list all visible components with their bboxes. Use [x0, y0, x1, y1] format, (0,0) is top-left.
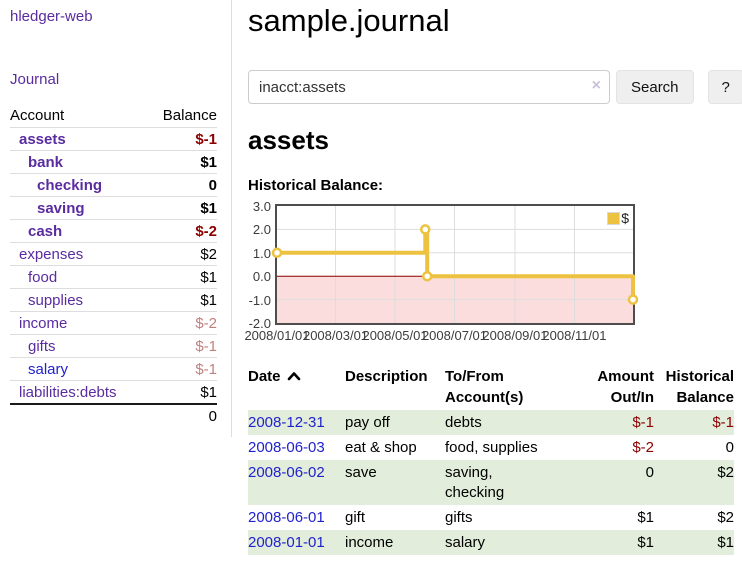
- account-balance: $1: [147, 380, 217, 404]
- account-row-saving: saving $1: [10, 196, 217, 220]
- account-link-cash[interactable]: cash: [28, 223, 63, 240]
- accounts-total-row: 0: [10, 403, 217, 427]
- account-row-checking: checking 0: [10, 173, 217, 197]
- transaction-date-link[interactable]: 2008-01-01: [248, 534, 325, 551]
- sort-ascending-icon: [287, 366, 301, 387]
- accounts-table: Account Balance assets $-1 bank $1 check…: [10, 104, 217, 427]
- transaction-balance: $2: [717, 464, 734, 481]
- transaction-balance: $1: [717, 534, 734, 551]
- historical-balance-chart: 3.0 2.0 1.0 0.0 -1.0 -2.0 $ 2008/01/01 2008/03…: [244, 199, 648, 344]
- register-header-account: To/From Account(s): [445, 368, 524, 406]
- transaction-accounts: saving, checking: [445, 464, 505, 501]
- help-button[interactable]: ?: [707, 70, 742, 104]
- search-form: × Search ?: [248, 70, 742, 104]
- account-balance: 0: [147, 173, 217, 197]
- app-brand-link[interactable]: hledger-web: [10, 8, 217, 25]
- transaction-accounts: debts: [445, 414, 482, 431]
- account-link-income[interactable]: income: [19, 315, 68, 332]
- account-row-income: income $-2: [10, 311, 217, 335]
- account-link-checking[interactable]: checking: [37, 177, 103, 194]
- register-row: 2008-01-01 income salary $1 $1: [248, 530, 734, 555]
- register-header-date[interactable]: Date: [248, 364, 345, 410]
- chart-y-axis-labels: 3.0 2.0 1.0 0.0 -1.0 -2.0: [248, 199, 271, 331]
- account-balance: $-1: [147, 357, 217, 381]
- account-row-assets: assets $-1: [10, 127, 217, 151]
- clear-search-icon[interactable]: ×: [591, 77, 601, 94]
- transaction-accounts: food, supplies: [445, 439, 538, 456]
- transaction-description: pay off: [345, 414, 390, 431]
- legend-label: $: [621, 210, 629, 226]
- brand-link-text[interactable]: hledger-web: [10, 8, 93, 25]
- transaction-amount: $1: [637, 534, 654, 551]
- journal-link-text[interactable]: Journal: [10, 71, 60, 88]
- transaction-balance: $2: [717, 509, 734, 526]
- page-title: sample.journal: [248, 3, 450, 38]
- account-balance: $-2: [147, 219, 217, 243]
- account-heading: assets: [248, 125, 329, 155]
- account-balance: $1: [147, 196, 217, 220]
- transaction-balance: 0: [725, 439, 734, 456]
- transaction-accounts: gifts: [445, 509, 473, 526]
- transaction-date-link[interactable]: 2008-06-01: [248, 509, 325, 526]
- hledger-web-app: hledger-web Journal Account Balance asse…: [0, 0, 742, 555]
- sidebar-item-journal[interactable]: Journal: [10, 71, 217, 88]
- account-row-salary: salary $-1: [10, 357, 217, 381]
- chart-plot[interactable]: $: [271, 204, 639, 325]
- transaction-description: income: [345, 534, 394, 551]
- transaction-date-link[interactable]: 2008-06-02: [248, 464, 325, 481]
- transaction-description: eat & shop: [345, 439, 417, 456]
- account-link-liabilities-debts[interactable]: liabilities:debts: [19, 384, 117, 401]
- register-row: 2008-12-31 pay off debts $-1 $-1: [248, 410, 734, 435]
- chart-title: Historical Balance:: [248, 177, 384, 194]
- transaction-date-link[interactable]: 2008-12-31: [248, 414, 325, 431]
- main-content: sample.journal × Search ? assets Histori…: [232, 0, 742, 555]
- sidebar: hledger-web Journal Account Balance asse…: [0, 0, 232, 437]
- register-table: Date Description To/From Account(s) Amou…: [248, 364, 734, 555]
- register-row: 2008-06-03 eat & shop food, supplies $-2…: [248, 435, 734, 460]
- account-row-bank: bank $1: [10, 150, 217, 174]
- account-link-assets[interactable]: assets: [19, 131, 66, 148]
- register-header-amount: Amount Out/In: [597, 368, 654, 406]
- transaction-amount: 0: [645, 464, 654, 481]
- account-row-gifts: gifts $-1: [10, 334, 217, 358]
- transaction-amount: $1: [637, 509, 654, 526]
- account-link-bank[interactable]: bank: [28, 154, 64, 171]
- transaction-balance: $-1: [712, 414, 734, 431]
- account-link-supplies[interactable]: supplies: [28, 292, 84, 309]
- transaction-date-link[interactable]: 2008-06-03: [248, 439, 325, 456]
- transaction-accounts: salary: [445, 534, 486, 551]
- transaction-description: gift: [345, 509, 366, 526]
- register-header-balance: Historical Balance: [665, 368, 734, 406]
- account-row-expenses: expenses $2: [10, 242, 217, 266]
- accounts-header-account: Account: [10, 107, 65, 124]
- accounts-header-balance: Balance: [162, 107, 217, 124]
- transaction-amount: $-2: [632, 439, 654, 456]
- register-row: 2008-06-01 gift gifts $1 $2: [248, 505, 734, 530]
- legend-swatch-icon: [607, 211, 621, 225]
- account-link-salary[interactable]: salary: [28, 361, 69, 378]
- register-header-description: Description: [345, 368, 428, 385]
- account-row-supplies: supplies $1: [10, 288, 217, 312]
- account-balance: $-1: [147, 334, 217, 358]
- account-link-saving[interactable]: saving: [37, 200, 85, 217]
- chart-legend: $: [607, 210, 629, 226]
- account-row-cash: cash $-2: [10, 219, 217, 243]
- account-balance: $2: [147, 242, 217, 266]
- account-link-food[interactable]: food: [28, 269, 58, 286]
- search-input[interactable]: [248, 70, 610, 104]
- search-button[interactable]: Search: [616, 70, 694, 104]
- account-link-expenses[interactable]: expenses: [19, 246, 84, 263]
- transaction-amount: $-1: [632, 414, 654, 431]
- account-balance: $-2: [147, 311, 217, 335]
- account-balance: $1: [147, 265, 217, 289]
- account-balance: $1: [147, 150, 217, 174]
- transaction-description: save: [345, 464, 377, 481]
- account-row-liabilities-debts: liabilities:debts $1: [10, 380, 217, 404]
- account-balance: $-1: [147, 127, 217, 151]
- account-link-gifts[interactable]: gifts: [28, 338, 56, 355]
- accounts-total-value: 0: [147, 403, 217, 427]
- register-row: 2008-06-02 save saving, checking 0 $2: [248, 460, 734, 505]
- account-row-food: food $1: [10, 265, 217, 289]
- account-balance: $1: [147, 288, 217, 312]
